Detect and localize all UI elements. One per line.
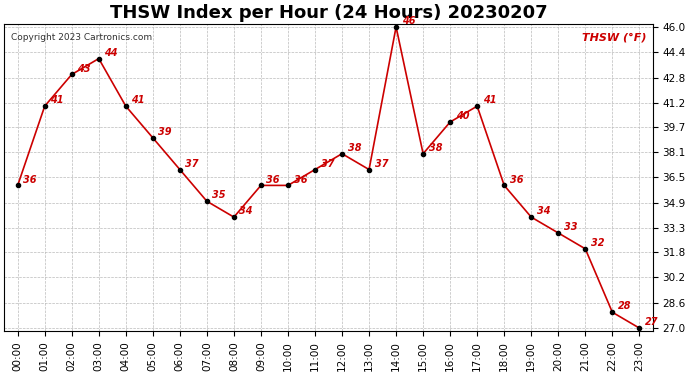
Text: 37: 37 (186, 159, 199, 169)
Text: 39: 39 (159, 127, 172, 137)
Text: THSW (°F): THSW (°F) (582, 33, 647, 43)
Text: Copyright 2023 Cartronics.com: Copyright 2023 Cartronics.com (10, 33, 152, 42)
Text: 34: 34 (239, 206, 253, 216)
Text: 43: 43 (77, 64, 91, 74)
Text: 41: 41 (483, 95, 496, 105)
Text: 28: 28 (618, 302, 631, 311)
Text: 36: 36 (293, 175, 307, 184)
Text: 36: 36 (266, 175, 280, 184)
Text: 34: 34 (537, 206, 551, 216)
Text: 33: 33 (564, 222, 578, 232)
Title: THSW Index per Hour (24 Hours) 20230207: THSW Index per Hour (24 Hours) 20230207 (110, 4, 547, 22)
Text: 40: 40 (455, 111, 469, 121)
Text: 44: 44 (104, 48, 118, 58)
Text: 36: 36 (23, 175, 37, 184)
Text: 36: 36 (510, 175, 523, 184)
Text: 32: 32 (591, 238, 604, 248)
Text: 27: 27 (645, 317, 658, 327)
Text: 35: 35 (213, 190, 226, 201)
Text: 46: 46 (402, 16, 415, 26)
Text: 38: 38 (428, 143, 442, 153)
Text: 37: 37 (375, 159, 388, 169)
Text: 38: 38 (348, 143, 361, 153)
Text: 37: 37 (321, 159, 334, 169)
Text: 41: 41 (131, 95, 145, 105)
Text: 41: 41 (50, 95, 63, 105)
